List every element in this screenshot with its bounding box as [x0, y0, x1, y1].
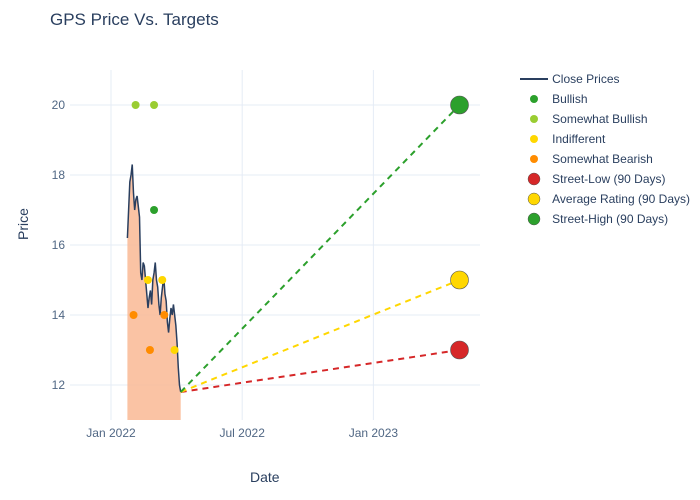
scatter-somewhat_bullish: [132, 101, 140, 109]
legend-somewhat_bearish-label: Somewhat Bearish: [552, 152, 653, 166]
target-marker-avg_rating: [451, 271, 469, 289]
legend-close-prices-marker: [520, 73, 548, 85]
legend-street_high-label: Street-High (90 Days): [552, 212, 668, 226]
y-tick-label: 14: [35, 308, 65, 322]
plot-area: [70, 70, 480, 420]
legend-close-prices[interactable]: Close Prices: [520, 70, 690, 88]
chart-container: GPS Price Vs. Targets Date Price 12 14 16 1…: [0, 0, 700, 500]
y-axis-label: Price: [15, 208, 31, 240]
target-marker-street_low: [451, 341, 469, 359]
scatter-somewhat_bearish: [146, 346, 154, 354]
y-tick-label: 16: [35, 238, 65, 252]
y-tick-label: 18: [35, 168, 65, 182]
legend-street_low-marker: [520, 172, 548, 186]
legend[interactable]: Close Prices Bullish Somewhat Bullish Indif…: [520, 70, 690, 230]
legend-street_high-marker: [520, 212, 548, 226]
scatter-bullish: [150, 206, 158, 214]
target-marker-street_high: [451, 96, 469, 114]
legend-bullish-label: Bullish: [552, 92, 587, 106]
x-tick-label: Jan 2023: [349, 426, 398, 440]
scatter-somewhat_bearish: [130, 311, 138, 319]
target-line-avg_rating: [181, 280, 460, 392]
legend-street_low[interactable]: Street-Low (90 Days): [520, 170, 690, 188]
legend-indifferent-label: Indifferent: [552, 132, 605, 146]
legend-somewhat_bullish-label: Somewhat Bullish: [552, 112, 647, 126]
legend-avg_rating-marker: [520, 192, 548, 206]
chart-title: GPS Price Vs. Targets: [50, 10, 219, 30]
legend-close-prices-label: Close Prices: [552, 72, 619, 86]
legend-bullish-marker: [520, 93, 548, 105]
legend-somewhat_bullish[interactable]: Somewhat Bullish: [520, 110, 690, 128]
legend-indifferent[interactable]: Indifferent: [520, 130, 690, 148]
legend-somewhat_bearish-marker: [520, 153, 548, 165]
scatter-somewhat_bullish: [150, 101, 158, 109]
legend-street_high[interactable]: Street-High (90 Days): [520, 210, 690, 228]
scatter-indifferent: [158, 276, 166, 284]
scatter-indifferent: [171, 346, 179, 354]
scatter-indifferent: [144, 276, 152, 284]
legend-avg_rating[interactable]: Average Rating (90 Days): [520, 190, 690, 208]
legend-bullish[interactable]: Bullish: [520, 90, 690, 108]
legend-avg_rating-label: Average Rating (90 Days): [552, 192, 690, 206]
scatter-somewhat_bearish: [160, 311, 168, 319]
legend-indifferent-marker: [520, 133, 548, 145]
y-tick-label: 12: [35, 378, 65, 392]
y-tick-label: 20: [35, 98, 65, 112]
legend-somewhat_bearish[interactable]: Somewhat Bearish: [520, 150, 690, 168]
target-line-street_low: [181, 350, 460, 392]
x-axis-label: Date: [250, 469, 280, 485]
target-line-street_high: [181, 105, 460, 392]
x-tick-label: Jan 2022: [86, 426, 135, 440]
legend-somewhat_bullish-marker: [520, 113, 548, 125]
x-tick-label: Jul 2022: [220, 426, 265, 440]
legend-street_low-label: Street-Low (90 Days): [552, 172, 665, 186]
